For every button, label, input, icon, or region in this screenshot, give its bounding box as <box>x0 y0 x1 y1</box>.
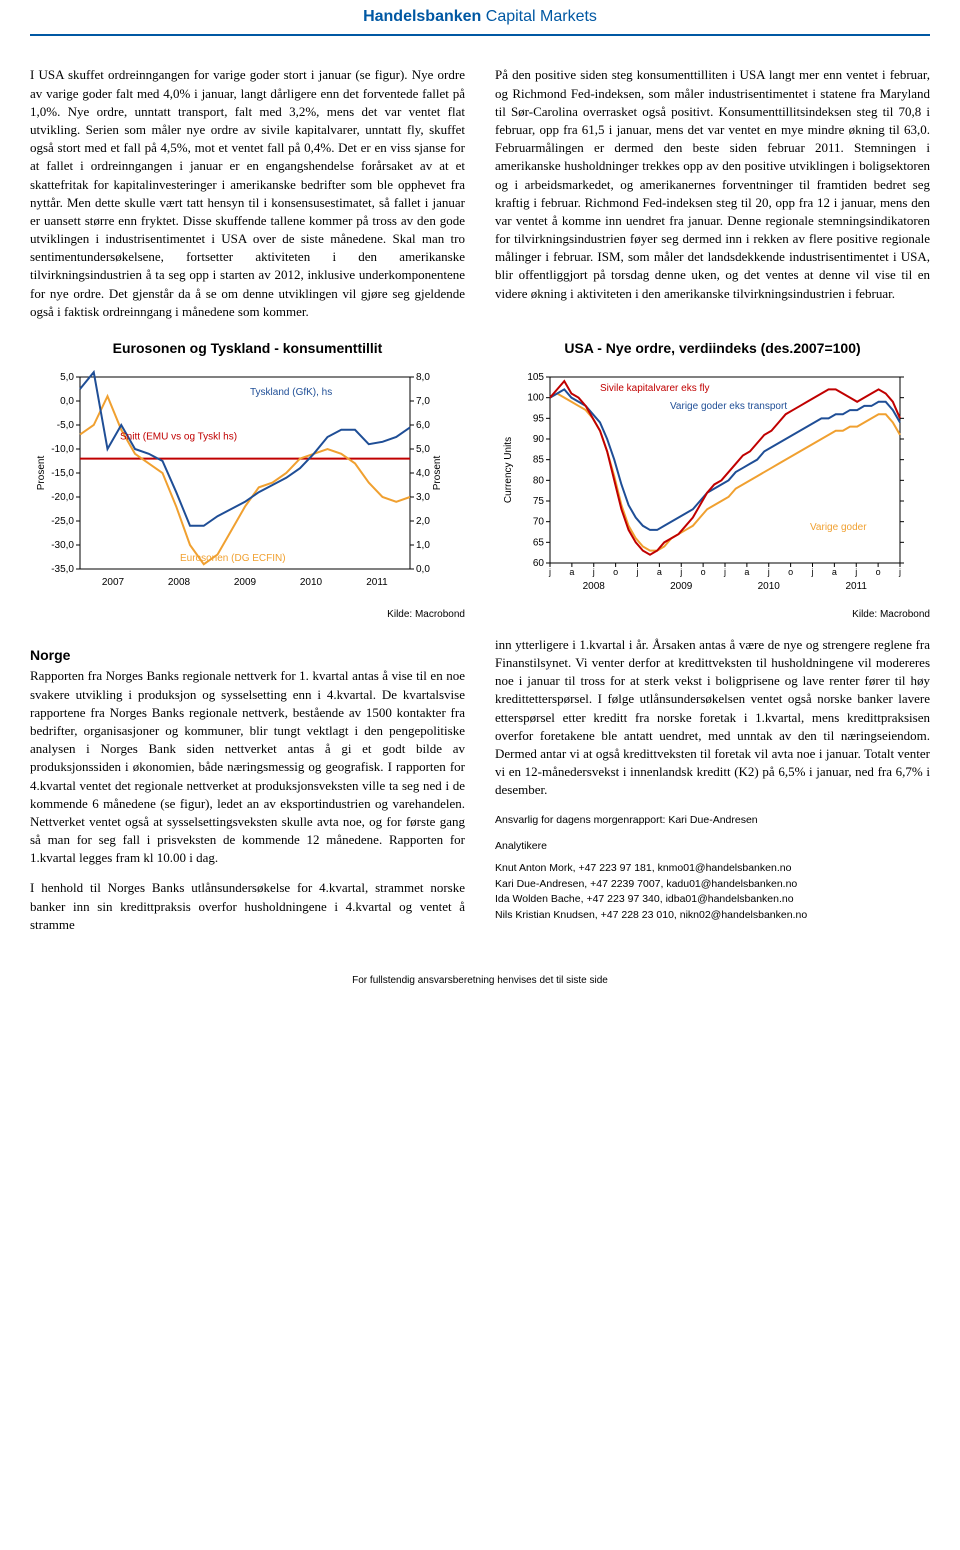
svg-text:Snitt (EMU vs og Tyskl hs): Snitt (EMU vs og Tyskl hs) <box>120 431 237 442</box>
chart1-source: Kilde: Macrobond <box>30 608 465 622</box>
svg-text:100: 100 <box>527 392 544 403</box>
svg-text:2008: 2008 <box>583 581 606 592</box>
svg-text:2008: 2008 <box>168 577 191 588</box>
svg-text:2,0: 2,0 <box>416 516 430 527</box>
svg-text:105: 105 <box>527 372 544 383</box>
svg-text:Varige goder eks transport: Varige goder eks transport <box>670 401 787 412</box>
svg-text:j: j <box>723 567 726 577</box>
svg-text:-15,0: -15,0 <box>51 468 74 479</box>
left-para-2: Rapporten fra Norges Banks regionale net… <box>30 667 465 867</box>
chart2-source: Kilde: Macrobond <box>495 608 930 622</box>
responsible-line: Ansvarlig for dagens morgenrapport: Kari… <box>495 813 930 829</box>
chart2-wrap: 1051009590858075706560jajojajojajojajoj2… <box>495 367 930 602</box>
right-para-1: På den positive siden steg konsumenttill… <box>495 66 930 302</box>
analyst-line: Knut Anton Mork, +47 223 97 181, knmo01@… <box>495 861 930 877</box>
svg-text:4,0: 4,0 <box>416 468 430 479</box>
svg-text:o: o <box>613 567 618 577</box>
svg-text:85: 85 <box>533 454 545 465</box>
svg-text:60: 60 <box>533 558 545 569</box>
svg-text:o: o <box>788 567 793 577</box>
analysts-list: Knut Anton Mork, +47 223 97 181, knmo01@… <box>495 861 930 924</box>
svg-text:j: j <box>811 567 814 577</box>
svg-text:j: j <box>592 567 595 577</box>
svg-text:Currency Units: Currency Units <box>503 437 514 503</box>
svg-text:0,0: 0,0 <box>60 396 74 407</box>
svg-text:j: j <box>548 567 551 577</box>
svg-text:Varige goder: Varige goder <box>810 522 867 533</box>
norge-head: Norge <box>30 646 465 666</box>
svg-text:o: o <box>701 567 706 577</box>
svg-text:j: j <box>898 567 901 577</box>
credits-block: Ansvarlig for dagens morgenrapport: Kari… <box>495 813 930 924</box>
left-para-1: I USA skuffet ordreinngangen for varige … <box>30 66 465 321</box>
svg-text:0,0: 0,0 <box>416 564 430 575</box>
left-para-2b: I henhold til Norges Banks utlånsundersø… <box>30 879 465 934</box>
svg-text:1,0: 1,0 <box>416 540 430 551</box>
svg-text:2007: 2007 <box>102 577 125 588</box>
svg-text:80: 80 <box>533 475 545 486</box>
svg-text:6,0: 6,0 <box>416 420 430 431</box>
chart1-col: Eurosonen og Tyskland - konsumenttillit … <box>30 321 465 636</box>
chart2-title: USA - Nye ordre, verdiindeks (des.2007=1… <box>495 339 930 359</box>
svg-text:75: 75 <box>533 496 545 507</box>
analyst-line: Nils Kristian Knudsen, +47 228 23 010, n… <box>495 908 930 924</box>
svg-text:Prosent: Prosent <box>36 455 47 490</box>
svg-text:2010: 2010 <box>758 581 781 592</box>
chart2-col: USA - Nye ordre, verdiindeks (des.2007=1… <box>495 321 930 636</box>
svg-text:Sivile kapitalvarer eks fly: Sivile kapitalvarer eks fly <box>600 383 709 394</box>
svg-text:-30,0: -30,0 <box>51 540 74 551</box>
svg-text:95: 95 <box>533 413 545 424</box>
analyst-line: Ida Wolden Bache, +47 223 97 340, idba01… <box>495 892 930 908</box>
svg-text:90: 90 <box>533 434 545 445</box>
left-col-top: I USA skuffet ordreinngangen for varige … <box>30 66 465 321</box>
svg-text:-20,0: -20,0 <box>51 492 74 503</box>
svg-text:-25,0: -25,0 <box>51 516 74 527</box>
svg-text:-5,0: -5,0 <box>57 420 75 431</box>
analyst-line: Kari Due-Andresen, +47 2239 7007, kadu01… <box>495 877 930 893</box>
brand-logo: Handelsbanken Capital Markets <box>363 8 597 25</box>
chart2-svg: 1051009590858075706560jajojajojajojajoj2… <box>495 367 915 597</box>
svg-text:2011: 2011 <box>366 577 388 588</box>
svg-text:5,0: 5,0 <box>60 372 74 383</box>
svg-text:-10,0: -10,0 <box>51 444 74 455</box>
svg-text:2009: 2009 <box>234 577 257 588</box>
svg-text:Prosent: Prosent <box>432 455 443 490</box>
chart1-svg: 5,0 0,0 -5,0 -10,0 -15,0 -20,0 -25,0 -30,0 -35,0… <box>30 367 450 597</box>
norge-row: Norge Rapporten fra Norges Banks regiona… <box>30 636 930 934</box>
brand-bold: Handelsbanken <box>363 8 481 25</box>
svg-text:7,0: 7,0 <box>416 396 430 407</box>
svg-text:j: j <box>679 567 682 577</box>
chart1-wrap: 5,0 0,0 -5,0 -10,0 -15,0 -20,0 -25,0 -30,0 -35,0… <box>30 367 465 602</box>
left-col-norge: Norge Rapporten fra Norges Banks regiona… <box>30 636 465 934</box>
svg-text:-35,0: -35,0 <box>51 564 74 575</box>
svg-text:Eurosonen (DG ECFIN): Eurosonen (DG ECFIN) <box>180 553 286 564</box>
page-footer: For fullstendig ansvarsberetning henvise… <box>30 974 930 1008</box>
svg-text:a: a <box>832 567 837 577</box>
svg-text:j: j <box>767 567 770 577</box>
svg-text:a: a <box>744 567 749 577</box>
svg-text:a: a <box>569 567 574 577</box>
svg-text:Tyskland (GfK), hs: Tyskland (GfK), hs <box>250 387 332 398</box>
svg-text:2009: 2009 <box>670 581 693 592</box>
right-col-top: På den positive siden steg konsumenttill… <box>495 66 930 321</box>
svg-text:65: 65 <box>533 537 545 548</box>
right-col-norge: inn ytterligere i 1.kvartal i år. Årsake… <box>495 636 930 934</box>
svg-text:j: j <box>854 567 857 577</box>
analysts-label: Analytikere <box>495 839 930 855</box>
svg-text:2011: 2011 <box>845 581 867 592</box>
charts-row: Eurosonen og Tyskland - konsumenttillit … <box>30 321 930 636</box>
svg-text:5,0: 5,0 <box>416 444 430 455</box>
right-para-2: inn ytterligere i 1.kvartal i år. Årsake… <box>495 636 930 800</box>
svg-text:70: 70 <box>533 516 545 527</box>
chart1-title: Eurosonen og Tyskland - konsumenttillit <box>30 339 465 359</box>
top-text-row: I USA skuffet ordreinngangen for varige … <box>30 66 930 321</box>
svg-text:a: a <box>657 567 662 577</box>
svg-text:2010: 2010 <box>300 577 323 588</box>
svg-text:3,0: 3,0 <box>416 492 430 503</box>
svg-text:8,0: 8,0 <box>416 372 430 383</box>
svg-text:j: j <box>636 567 639 577</box>
page-header: Handelsbanken Capital Markets <box>30 0 930 36</box>
svg-text:o: o <box>876 567 881 577</box>
brand-light: Capital Markets <box>481 8 597 25</box>
